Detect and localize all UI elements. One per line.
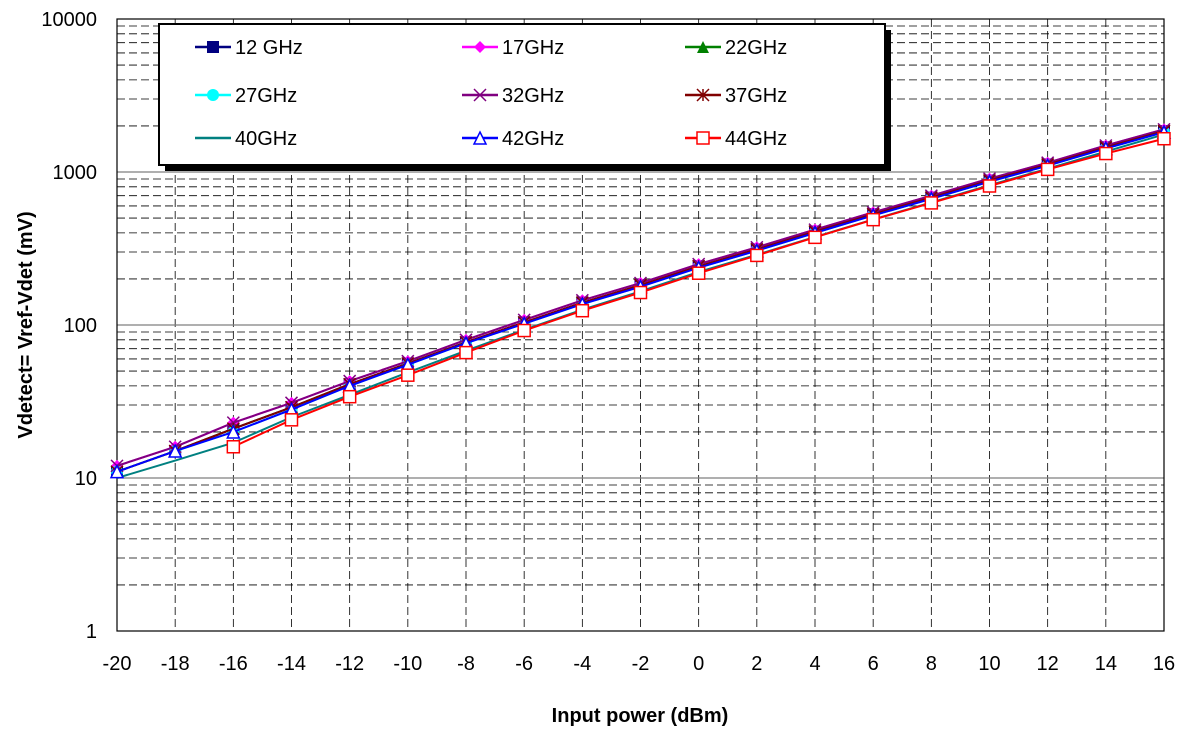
y-tick-label: 10000 bbox=[41, 9, 97, 31]
legend-item: 44GHz bbox=[685, 128, 787, 150]
y-tick-label: 1 bbox=[86, 621, 97, 643]
x-tick-label: 8 bbox=[926, 653, 937, 675]
legend-label: 27GHz bbox=[235, 85, 297, 107]
data-point bbox=[517, 323, 531, 338]
legend-label: 22GHz bbox=[725, 37, 787, 59]
x-tick-label: -2 bbox=[632, 653, 650, 675]
data-point bbox=[1040, 162, 1055, 177]
legend-label: 42GHz bbox=[502, 128, 564, 150]
x-tick-label: 6 bbox=[868, 653, 879, 675]
legend-label: 17GHz bbox=[502, 37, 564, 59]
data-point bbox=[226, 424, 241, 439]
legend-label: 44GHz bbox=[725, 128, 787, 150]
data-point bbox=[866, 212, 880, 227]
legend: 12 GHz 17GHz 22GHz 27GHz 32GHz 37GHz 40GHz 42GH… bbox=[158, 23, 891, 171]
data-point bbox=[691, 266, 706, 280]
y-tick-label: 10 bbox=[75, 468, 97, 490]
x-tick-label: -4 bbox=[573, 653, 591, 675]
x-tick-label: -16 bbox=[219, 653, 248, 675]
y-tick-label: 100 bbox=[64, 315, 97, 337]
data-point bbox=[633, 285, 648, 300]
legend-marker bbox=[696, 131, 710, 145]
data-point bbox=[1099, 146, 1113, 161]
x-tick-label: -18 bbox=[161, 653, 190, 675]
data-point bbox=[401, 368, 415, 382]
x-tick-label: -8 bbox=[457, 653, 475, 675]
x-axis-title: Input power (dBm) bbox=[552, 705, 729, 727]
legend-marker bbox=[697, 41, 709, 53]
legend-box bbox=[158, 23, 886, 166]
legend-label: 37GHz bbox=[725, 85, 787, 107]
legend-items: 12 GHz 17GHz 22GHz 27GHz 32GHz 37GHz 40GHz 42GH… bbox=[195, 37, 787, 150]
x-tick-label: 12 bbox=[1037, 653, 1059, 675]
x-tick-labels: -20 -18 -16 -14 -12 -10 -8 -6 -4 -2 0 2 4 6 8 10 12 14 16 bbox=[103, 653, 1176, 675]
data-point bbox=[284, 413, 299, 427]
legend-item: 17GHz bbox=[462, 37, 564, 59]
y-tick-label: 1000 bbox=[53, 162, 98, 184]
x-tick-label: -14 bbox=[277, 653, 306, 675]
legend-item: 42GHz bbox=[462, 128, 564, 150]
x-tick-label: -20 bbox=[103, 653, 132, 675]
data-point bbox=[924, 196, 939, 210]
data-point bbox=[1157, 131, 1171, 146]
legend-item: 27GHz bbox=[195, 85, 297, 107]
y-tick-labels: 1 10 100 1000 10000 bbox=[41, 9, 97, 643]
x-tick-label: 0 bbox=[693, 653, 704, 675]
legend-marker bbox=[472, 130, 488, 145]
plot-border bbox=[116, 18, 1165, 632]
legend-marker bbox=[207, 41, 219, 53]
legend-marker bbox=[207, 89, 219, 101]
data-point bbox=[808, 230, 822, 245]
data-point bbox=[459, 345, 473, 360]
series-44ghz bbox=[226, 131, 1171, 454]
y-axis-title: Vdetect= Vref-Vdet (mV) bbox=[15, 211, 37, 438]
legend-item: 32GHz bbox=[462, 85, 564, 107]
data-point bbox=[342, 389, 357, 404]
legend-label: 12 GHz bbox=[235, 37, 303, 59]
data-point bbox=[750, 248, 764, 263]
legend-marker bbox=[696, 88, 710, 102]
x-tick-label: -10 bbox=[393, 653, 422, 675]
x-tick-label: -6 bbox=[515, 653, 533, 675]
data-point bbox=[109, 463, 125, 479]
series-layer bbox=[109, 122, 1172, 479]
data-point bbox=[167, 443, 183, 458]
x-tick-label: -12 bbox=[335, 653, 364, 675]
x-tick-label: 10 bbox=[978, 653, 1000, 675]
legend-marker bbox=[474, 41, 486, 53]
x-tick-label: 14 bbox=[1095, 653, 1117, 675]
legend-label: 32GHz bbox=[502, 85, 564, 107]
legend-label: 40GHz bbox=[235, 128, 297, 150]
x-tick-label: 2 bbox=[751, 653, 762, 675]
x-tick-label: 4 bbox=[809, 653, 820, 675]
data-point bbox=[226, 440, 241, 454]
x-tick-label: 16 bbox=[1153, 653, 1175, 675]
legend-item: 12 GHz bbox=[195, 37, 303, 59]
legend-item: 37GHz bbox=[685, 85, 787, 107]
legend-item: 40GHz bbox=[195, 128, 297, 150]
legend-item: 22GHz bbox=[685, 37, 787, 59]
legend-marker bbox=[473, 88, 487, 102]
data-point bbox=[575, 303, 590, 318]
data-point bbox=[982, 179, 997, 193]
